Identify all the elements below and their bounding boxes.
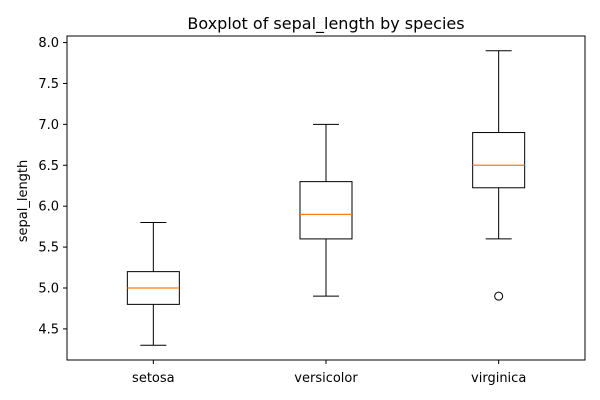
outlier-virginica	[494, 291, 504, 301]
y-tick-label: 5.5	[38, 241, 59, 256]
plot-area: 4.5 5.0 5.5 6.0 6.5 7.0 7.5 8.0 setosa versicolor…	[38, 35, 586, 386]
x-tick-label: setosa	[132, 371, 175, 386]
plot-frame	[66, 35, 586, 361]
x-tick-label: virginica	[471, 371, 526, 386]
y-tick-label: 5.0	[38, 282, 59, 297]
y-tick-label: 7.0	[38, 118, 59, 133]
chart-title: Boxplot of sepal_length by species	[187, 14, 464, 34]
box-virginica	[472, 132, 526, 189]
y-tick-label: 6.5	[38, 159, 59, 174]
x-tick-label: versicolor	[294, 371, 358, 386]
box-versicolor	[299, 181, 353, 240]
y-tick-label: 4.5	[38, 322, 59, 337]
y-tick-label: 7.5	[38, 77, 59, 92]
y-tick-label: 6.0	[38, 200, 59, 215]
y-tick-label: 8.0	[38, 36, 59, 51]
y-axis-label: sepal_length	[16, 160, 31, 243]
